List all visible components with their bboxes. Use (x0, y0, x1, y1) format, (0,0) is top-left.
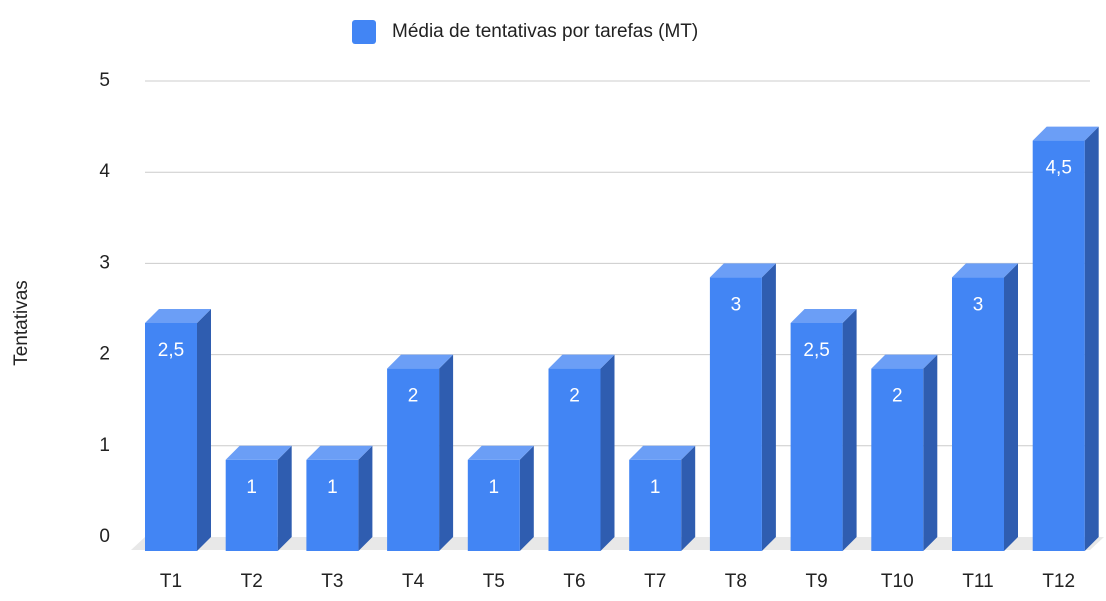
y-tick-label: 5 (99, 70, 110, 91)
bar-top (467, 445, 534, 460)
value-label: 1 (650, 477, 661, 498)
bar-top (629, 445, 696, 460)
y-tick-label: 4 (99, 161, 110, 182)
x-tick-label: T2 (241, 571, 263, 592)
value-label: 3 (973, 294, 984, 315)
bar-side (277, 445, 292, 551)
bar-top (790, 309, 857, 323)
bar-top (709, 263, 776, 278)
bar (629, 459, 682, 551)
x-tick-label: T1 (160, 571, 182, 592)
bar-top (1032, 126, 1099, 141)
bar-side (681, 445, 696, 551)
bar (871, 368, 924, 551)
bar (952, 277, 1004, 551)
bar-side (600, 354, 615, 551)
bar-side (358, 445, 373, 551)
bar (387, 368, 440, 551)
bar-side (842, 309, 857, 551)
value-label: 2 (569, 386, 580, 407)
value-label: 1 (246, 477, 257, 498)
bar-top (548, 354, 615, 369)
bar-top (387, 354, 454, 369)
bar-side (923, 354, 938, 551)
bar-top (225, 445, 292, 460)
value-label: 3 (731, 294, 742, 315)
bar-side (197, 309, 211, 551)
bar (467, 459, 520, 551)
value-label: 4,5 (1045, 158, 1071, 179)
bar-top (145, 309, 211, 323)
x-tick-label: T3 (321, 571, 343, 592)
x-tick-label: T11 (962, 571, 993, 592)
value-label: 2 (892, 386, 903, 407)
value-label: 2,5 (158, 340, 184, 361)
bar (548, 368, 601, 551)
y-tick-label: 0 (99, 526, 110, 547)
value-label: 2 (408, 386, 419, 407)
value-label: 2,5 (803, 340, 829, 361)
bar (709, 277, 762, 551)
floor (131, 537, 1104, 550)
y-tick-label: 2 (99, 344, 110, 365)
x-tick-label: T6 (563, 571, 585, 592)
legend-label: Média de tentativas por tarefas (MT) (392, 21, 698, 42)
bar-side (1004, 263, 1018, 551)
bar-top (871, 354, 938, 369)
x-tick-label: T8 (725, 571, 747, 592)
bar-top (306, 445, 373, 460)
x-tick-label: T10 (881, 571, 914, 592)
x-tick-label: T7 (644, 571, 666, 592)
value-label: 1 (327, 477, 338, 498)
value-label: 1 (489, 477, 500, 498)
x-tick-label: T9 (806, 571, 828, 592)
bar (225, 459, 278, 551)
y-axis-title: Tentativas (11, 280, 32, 366)
bar-side (761, 263, 776, 551)
bar-top (952, 263, 1018, 278)
bar (306, 459, 359, 551)
bar-side (519, 445, 534, 551)
legend-swatch (352, 20, 376, 44)
bar (1032, 140, 1085, 551)
bar (790, 323, 843, 551)
y-tick-label: 1 (99, 435, 110, 456)
x-tick-label: T4 (402, 571, 425, 592)
x-tick-label: T12 (1042, 571, 1075, 592)
x-tick-label: T5 (483, 571, 505, 592)
bar (145, 323, 197, 551)
bar-side (439, 354, 454, 551)
bar-side (1084, 126, 1099, 551)
y-tick-label: 3 (99, 252, 110, 273)
